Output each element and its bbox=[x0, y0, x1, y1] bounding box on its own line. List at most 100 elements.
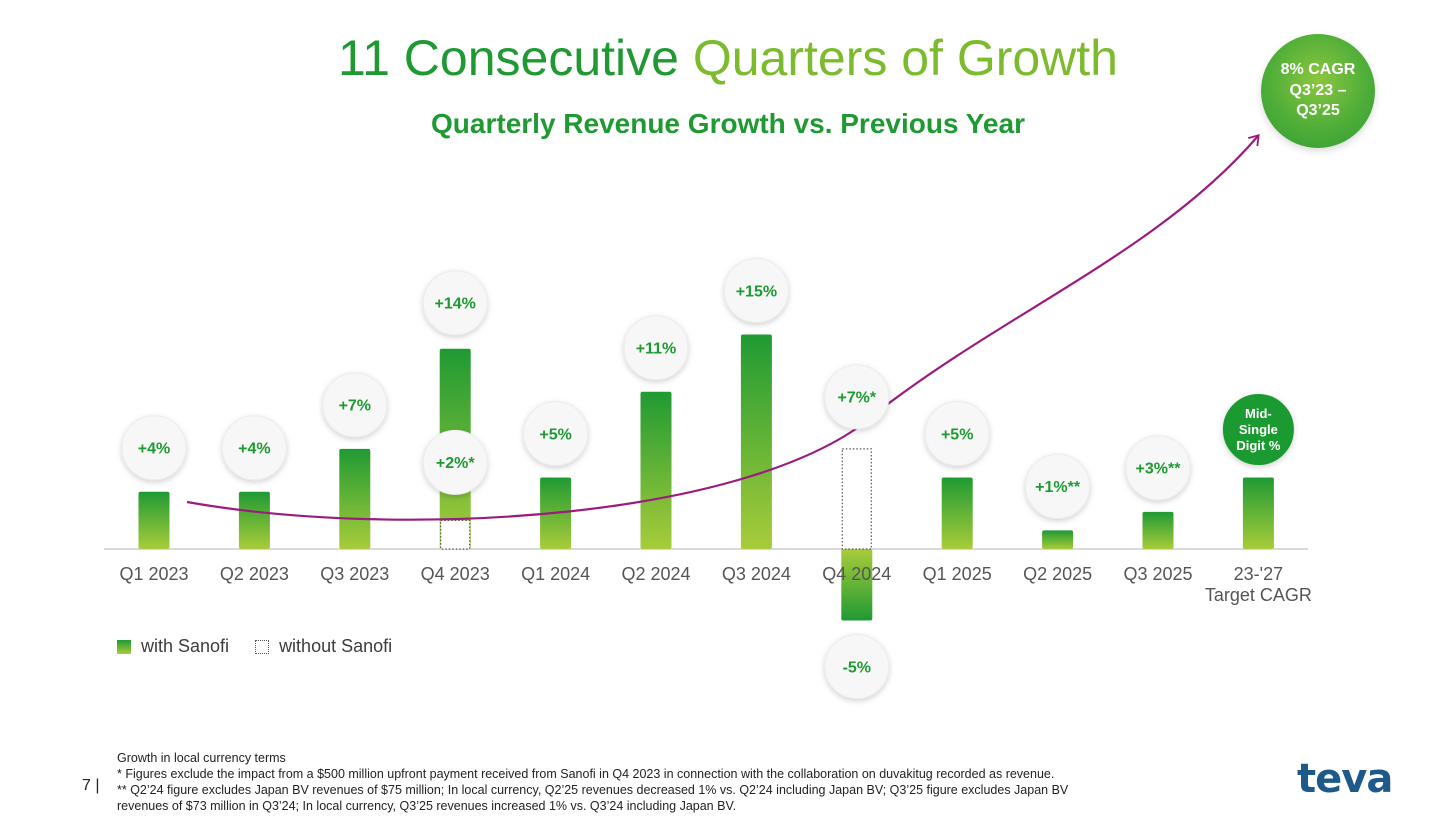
x-tick-label: Q1 2023 bbox=[119, 564, 188, 584]
x-tick-label: Q4 2023 bbox=[421, 564, 490, 584]
bar-with-sanofi bbox=[1142, 511, 1174, 549]
x-tick-label: 23-'27 bbox=[1234, 564, 1283, 584]
value-bubble-label-line: +4% bbox=[138, 441, 170, 458]
page-number: 7 | bbox=[82, 777, 100, 794]
legend-item-without: without Sanofi bbox=[255, 636, 392, 657]
value-bubble-without-label: +2%* bbox=[436, 455, 475, 472]
value-bubble-label-line: +15% bbox=[736, 283, 777, 300]
value-bubble-label: +14% bbox=[435, 296, 476, 313]
legend-item-with: with Sanofi bbox=[117, 636, 229, 657]
value-bubble: +15% bbox=[723, 258, 789, 323]
value-bubble: +4% bbox=[121, 415, 187, 481]
x-tick-label: Q3 2023 bbox=[320, 564, 389, 584]
x-tick-sublabel: Target CAGR bbox=[1205, 585, 1312, 605]
value-bubble-label-line: +5% bbox=[941, 426, 973, 443]
x-tick-label: Q4 2024 bbox=[822, 564, 891, 584]
x-tick-label: Q1 2025 bbox=[923, 564, 992, 584]
value-bubble-without-circle bbox=[422, 429, 488, 495]
legend-swatch-with bbox=[117, 639, 131, 654]
title-part-1: 11 Consecutive bbox=[338, 30, 693, 86]
x-tick-label: Q3 2025 bbox=[1123, 564, 1192, 584]
x-axis-labels: Q1 2023 Q2 2023 Q3 2023 Q4 2023 Q1 2024 Q2 20… bbox=[119, 564, 1311, 605]
footnote-line: Growth in local currency terms bbox=[117, 751, 286, 765]
legend-label-with: with Sanofi bbox=[141, 636, 230, 656]
footnote-line: ** Q2’24 figure excludes Japan BV revenu… bbox=[117, 783, 1069, 797]
value-bubble: Mid-Single Digit % bbox=[1222, 394, 1294, 465]
value-bubble: +3%** bbox=[1125, 435, 1191, 501]
value-bubble: +5% bbox=[523, 401, 589, 466]
x-tick-label: Q2 2023 bbox=[220, 564, 289, 584]
trend-arrow bbox=[186, 134, 1260, 521]
value-bubble-label-line: Mid- bbox=[1245, 406, 1272, 421]
value-bubble-label-line: +7% bbox=[339, 398, 371, 415]
title-part-2: Quarters of Growth bbox=[692, 30, 1118, 86]
value-bubble-circle bbox=[924, 401, 990, 466]
value-bubble-circle bbox=[723, 258, 789, 323]
value-bubble-label: +7% bbox=[339, 398, 371, 415]
page-title: 11 Consecutive Quarters of Growth bbox=[0, 28, 1456, 88]
bars-group bbox=[138, 334, 1274, 621]
value-bubble-label-line: +4% bbox=[238, 441, 270, 458]
legend: with Sanofi without Sanofi bbox=[117, 636, 408, 657]
bar-with-sanofi bbox=[1042, 530, 1074, 549]
value-bubble-circle bbox=[523, 401, 589, 466]
x-tick-label: Q2 2024 bbox=[621, 564, 690, 584]
value-bubble-label: -5% bbox=[843, 659, 871, 676]
cagr-badge: 8% CAGR Q3’23 – Q3’25 bbox=[1261, 34, 1375, 148]
value-bubble: +5% bbox=[924, 401, 990, 466]
footnotes: Growth in local currency terms * Figures… bbox=[117, 750, 1157, 814]
value-bubble-label-line: -5% bbox=[843, 659, 871, 676]
chart-subtitle: Quarterly Revenue Growth vs. Previous Ye… bbox=[431, 108, 1025, 139]
legend-swatch-without bbox=[255, 639, 270, 654]
revenue-growth-chart: +4% +4% +7% +14% +2%* +5% +11% +15% -5% +7%* +5% +1… bbox=[104, 134, 1312, 699]
bar-with-sanofi bbox=[339, 448, 371, 549]
value-bubble-label-line: Digit % bbox=[1236, 438, 1280, 453]
legend-label-without: without Sanofi bbox=[279, 636, 393, 656]
value-bubble: +7% bbox=[322, 372, 388, 438]
value-bubble-label-line: +3%** bbox=[1136, 461, 1182, 478]
bar-with-sanofi bbox=[941, 477, 973, 549]
value-bubble-circle bbox=[121, 415, 187, 481]
value-bubble-circle bbox=[623, 315, 689, 381]
value-bubble: +11% bbox=[623, 315, 689, 381]
value-bubble-label: +4% bbox=[238, 441, 270, 458]
value-bubble-label: +5% bbox=[941, 426, 973, 443]
value-bubble-circle bbox=[221, 415, 287, 481]
bar-with-sanofi bbox=[841, 549, 873, 621]
value-bubble-label: +4% bbox=[138, 441, 170, 458]
value-bubble-without-label-line: +2%* bbox=[436, 455, 475, 472]
value-bubble-label: +5% bbox=[539, 426, 571, 443]
value-bubble-circle bbox=[1025, 453, 1091, 519]
bar-without-sanofi bbox=[440, 519, 471, 550]
value-bubble-without-label: +7%* bbox=[837, 390, 876, 407]
value-bubble-circle bbox=[1222, 394, 1294, 465]
value-bubble-circle bbox=[422, 270, 488, 336]
value-bubble: +4% bbox=[221, 415, 287, 481]
bubbles-group: +4% +4% +7% +14% +2%* +5% +11% +15% -5% +7%* +5% +1… bbox=[121, 258, 1294, 699]
value-bubble-label-line: +5% bbox=[539, 426, 571, 443]
x-tick-label: Q3 2024 bbox=[722, 564, 791, 584]
value-bubble-label-line: +14% bbox=[435, 296, 476, 313]
bar-with-sanofi bbox=[238, 491, 270, 549]
value-bubble-label: +11% bbox=[636, 340, 676, 357]
value-bubble-label: Mid-Single Digit % bbox=[1236, 406, 1280, 453]
footnote-line: revenues of $73 million in Q3’24; In loc… bbox=[117, 799, 737, 813]
value-bubble: +14% bbox=[422, 270, 488, 336]
value-bubble-label-line: +11% bbox=[636, 340, 676, 357]
x-tick-label: Q2 2025 bbox=[1023, 564, 1092, 584]
value-bubble-label-line: Single bbox=[1239, 422, 1278, 437]
footnote-line: * Figures exclude the impact from a $500… bbox=[117, 767, 1055, 781]
value-bubble-circle bbox=[824, 634, 890, 699]
bar-with-sanofi bbox=[138, 491, 170, 549]
value-bubble-label: +3%** bbox=[1136, 461, 1182, 478]
value-bubble-without: +2%* bbox=[422, 429, 488, 495]
teva-logo: teva bbox=[1297, 756, 1393, 802]
value-bubble-circle bbox=[322, 372, 388, 438]
value-bubble: +1%** bbox=[1025, 453, 1091, 519]
value-bubble-without: +7%* bbox=[824, 364, 890, 430]
value-bubble: -5% bbox=[824, 634, 890, 699]
value-bubble-circle bbox=[1125, 435, 1191, 501]
value-bubble-label-line: +1%** bbox=[1035, 479, 1081, 496]
bar-with-sanofi bbox=[1242, 477, 1274, 549]
bar-with-sanofi bbox=[740, 334, 772, 549]
